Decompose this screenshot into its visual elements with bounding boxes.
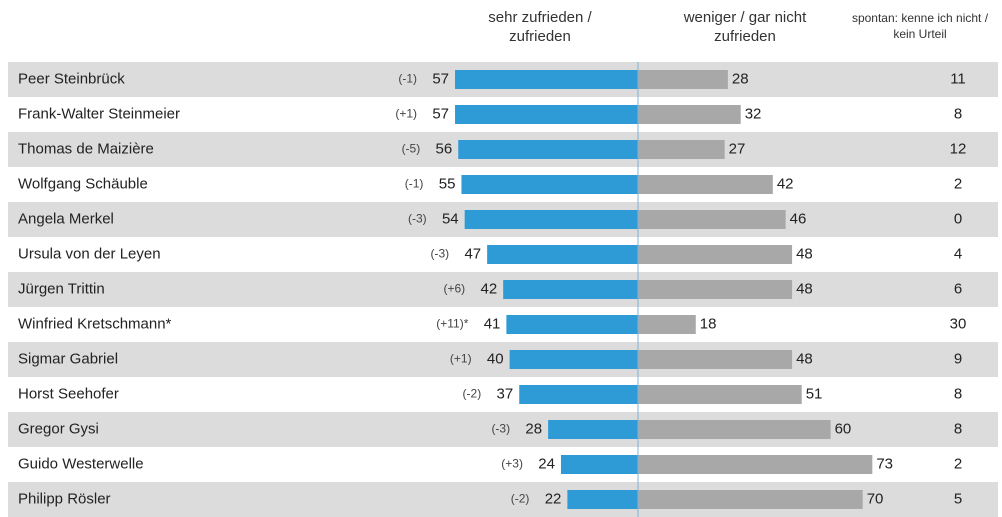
value-label: 56 xyxy=(436,140,453,157)
change-label: (-2) xyxy=(511,492,530,506)
row-label: Ursula von der Leyen xyxy=(18,245,161,262)
header-positive: sehr zufrieden / zufrieden xyxy=(488,9,592,45)
value-label: 57 xyxy=(432,105,449,122)
unknown-value: 4 xyxy=(954,245,962,262)
row-band xyxy=(8,272,998,307)
change-label: (+11)* xyxy=(436,317,468,331)
row-label: Wolfgang Schäuble xyxy=(18,175,148,192)
bar-positive xyxy=(455,70,638,89)
unknown-value: 8 xyxy=(954,385,962,402)
bar-negative xyxy=(638,315,696,334)
bar-positive xyxy=(519,385,638,404)
value-label: 70 xyxy=(867,490,884,507)
value-label: 55 xyxy=(439,175,456,192)
value-label: 28 xyxy=(525,420,542,437)
value-label: 37 xyxy=(497,385,514,402)
value-label: 24 xyxy=(538,455,555,472)
value-label: 28 xyxy=(732,70,749,87)
bar-negative xyxy=(638,70,728,89)
bar-positive xyxy=(461,175,638,194)
bar-positive xyxy=(509,350,638,369)
change-label: (-1) xyxy=(405,177,424,191)
row-band xyxy=(8,412,998,447)
change-label: (-2) xyxy=(463,387,482,401)
value-label: 73 xyxy=(876,455,893,472)
value-label: 42 xyxy=(777,175,794,192)
value-label: 60 xyxy=(835,420,852,437)
bar-negative xyxy=(638,245,793,264)
row-label: Peer Steinbrück xyxy=(18,70,125,87)
unknown-value: 5 xyxy=(954,490,962,507)
bar-negative xyxy=(638,140,725,159)
bar-negative xyxy=(638,175,773,194)
value-label: 51 xyxy=(806,385,823,402)
bar-positive xyxy=(487,245,638,264)
value-label: 48 xyxy=(796,350,813,367)
unknown-value: 30 xyxy=(950,315,967,332)
bar-negative xyxy=(638,105,741,124)
bar-negative xyxy=(638,385,802,404)
value-label: 40 xyxy=(487,350,504,367)
bar-positive xyxy=(560,455,638,474)
value-label: 47 xyxy=(464,245,481,262)
bar-negative xyxy=(638,280,793,299)
change-label: (-3) xyxy=(491,422,510,436)
unknown-value: 2 xyxy=(954,455,962,472)
bar-negative xyxy=(638,210,786,229)
unknown-value: 0 xyxy=(954,210,962,227)
row-label: Gregor Gysi xyxy=(18,420,99,437)
row-label: Horst Seehofer xyxy=(18,385,119,402)
row-label: Angela Merkel xyxy=(18,210,114,227)
change-label: (+3) xyxy=(501,457,523,471)
row-label: Winfried Kretschmann* xyxy=(18,315,172,332)
header-unknown: spontan: kenne ich nicht / kein Urteil xyxy=(851,11,989,41)
bar-positive xyxy=(567,490,638,509)
unknown-value: 8 xyxy=(954,420,962,437)
change-label: (+1) xyxy=(450,352,472,366)
change-label: (-3) xyxy=(430,247,449,261)
unknown-value: 9 xyxy=(954,350,962,367)
bar-positive xyxy=(464,210,638,229)
bar-positive xyxy=(455,105,638,124)
row-label: Thomas de Maizière xyxy=(18,140,154,157)
row-label: Guido Westerwelle xyxy=(18,455,144,472)
header-negative: weniger / gar nicht zufrieden xyxy=(683,9,807,45)
row-band xyxy=(8,342,998,377)
value-label: 41 xyxy=(484,315,501,332)
value-label: 32 xyxy=(745,105,762,122)
value-label: 46 xyxy=(790,210,807,227)
bar-positive xyxy=(506,315,638,334)
value-label: 22 xyxy=(545,490,562,507)
bar-negative xyxy=(638,455,873,474)
unknown-value: 12 xyxy=(950,140,967,157)
value-label: 48 xyxy=(796,245,813,262)
bar-negative xyxy=(638,350,793,369)
unknown-value: 6 xyxy=(954,280,962,297)
change-label: (-5) xyxy=(402,142,421,156)
row-label: Philipp Rösler xyxy=(18,490,111,507)
value-label: 42 xyxy=(480,280,497,297)
unknown-value: 11 xyxy=(950,70,966,87)
change-label: (-3) xyxy=(408,212,427,226)
change-label: (+6) xyxy=(443,282,465,296)
bar-positive xyxy=(458,140,638,159)
unknown-value: 2 xyxy=(954,175,962,192)
value-label: 48 xyxy=(796,280,813,297)
value-label: 18 xyxy=(700,315,717,332)
row-label: Jürgen Trittin xyxy=(18,280,105,297)
bar-negative xyxy=(638,420,831,439)
value-label: 57 xyxy=(432,70,449,87)
bar-positive xyxy=(548,420,638,439)
bar-positive xyxy=(503,280,638,299)
bar-negative xyxy=(638,490,863,509)
value-label: 27 xyxy=(729,140,746,157)
row-label: Frank-Walter Steinmeier xyxy=(18,105,180,122)
change-label: (-1) xyxy=(398,72,417,86)
value-label: 54 xyxy=(442,210,459,227)
row-label: Sigmar Gabriel xyxy=(18,350,118,367)
change-label: (+1) xyxy=(395,107,417,121)
unknown-value: 8 xyxy=(954,105,962,122)
